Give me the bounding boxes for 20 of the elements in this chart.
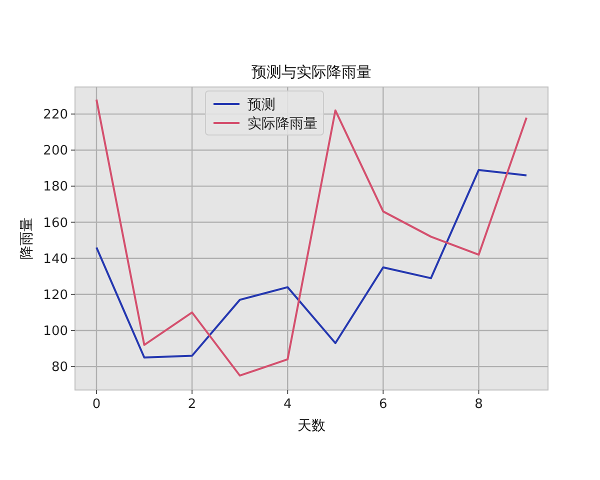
x-tick-label: 2: [188, 397, 196, 412]
y-tick-label: 160: [43, 216, 68, 231]
legend-label: 实际降雨量: [248, 116, 318, 132]
y-tick-label: 200: [43, 144, 68, 159]
line-series: [96, 98, 528, 377]
legend-label: 预测: [248, 97, 276, 113]
x-tick-label: 6: [379, 397, 388, 412]
y-tick-label: 100: [43, 324, 68, 339]
line-series: [96, 168, 528, 359]
chart-title: 预测与实际降雨量: [252, 64, 372, 81]
x-axis-title: 天数: [298, 418, 326, 434]
y-tick-label: 220: [43, 108, 68, 123]
y-tick-label: 180: [43, 180, 68, 195]
y-tick-label: 120: [43, 288, 68, 303]
x-tick-label: 4: [283, 397, 292, 412]
x-tick-label: 8: [474, 397, 483, 412]
y-axis-title: 降雨量: [19, 218, 35, 260]
y-tick-label: 140: [43, 252, 68, 267]
x-tick-label: 0: [92, 397, 101, 412]
y-tick-label: 80: [51, 360, 68, 376]
